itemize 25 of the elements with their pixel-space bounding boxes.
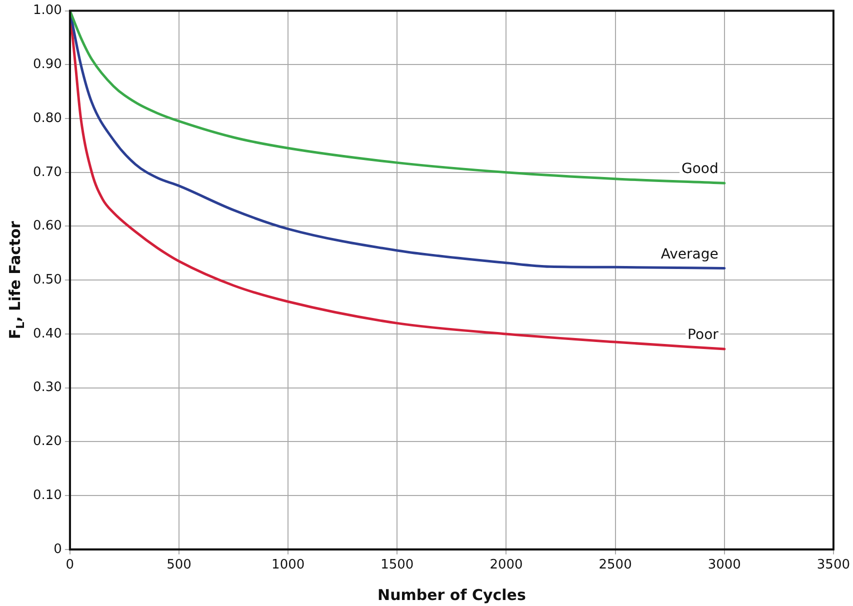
series-label: Average bbox=[660, 246, 718, 262]
series-label: Good bbox=[682, 161, 718, 178]
x-tick-label: 2500 bbox=[598, 558, 632, 573]
x-tick-label: 1500 bbox=[380, 558, 414, 573]
y-tick-label: 0.70 bbox=[32, 164, 62, 180]
y-tick-label: 0 bbox=[54, 542, 62, 557]
y-tick-label: 1.00 bbox=[32, 3, 62, 18]
x-tick-label: 3000 bbox=[708, 558, 741, 573]
y-tick-label: 0.10 bbox=[32, 488, 62, 503]
y-tick-label: 0.30 bbox=[32, 380, 62, 396]
x-tick-label: 0 bbox=[66, 558, 74, 573]
y-tick-label: 0.90 bbox=[32, 57, 62, 72]
x-axis-title: Number of Cycles bbox=[378, 586, 526, 604]
y-tick-label: 0.50 bbox=[32, 272, 62, 288]
y-tick-label: 0.20 bbox=[32, 434, 62, 450]
y-tick-label: 0.60 bbox=[32, 218, 62, 234]
line-series bbox=[70, 10, 726, 184]
y-tick-label: 0.80 bbox=[32, 110, 62, 126]
x-tick-label: 3500 bbox=[816, 558, 850, 573]
x-tick-label: 1000 bbox=[272, 558, 305, 573]
x-tick-label: 500 bbox=[166, 558, 192, 573]
y-tick-label: 0.40 bbox=[32, 326, 62, 342]
series-label: Poor bbox=[688, 327, 719, 344]
x-tick-label: 2000 bbox=[490, 558, 523, 573]
y-axis-title: FL, Life Factor bbox=[6, 220, 27, 340]
